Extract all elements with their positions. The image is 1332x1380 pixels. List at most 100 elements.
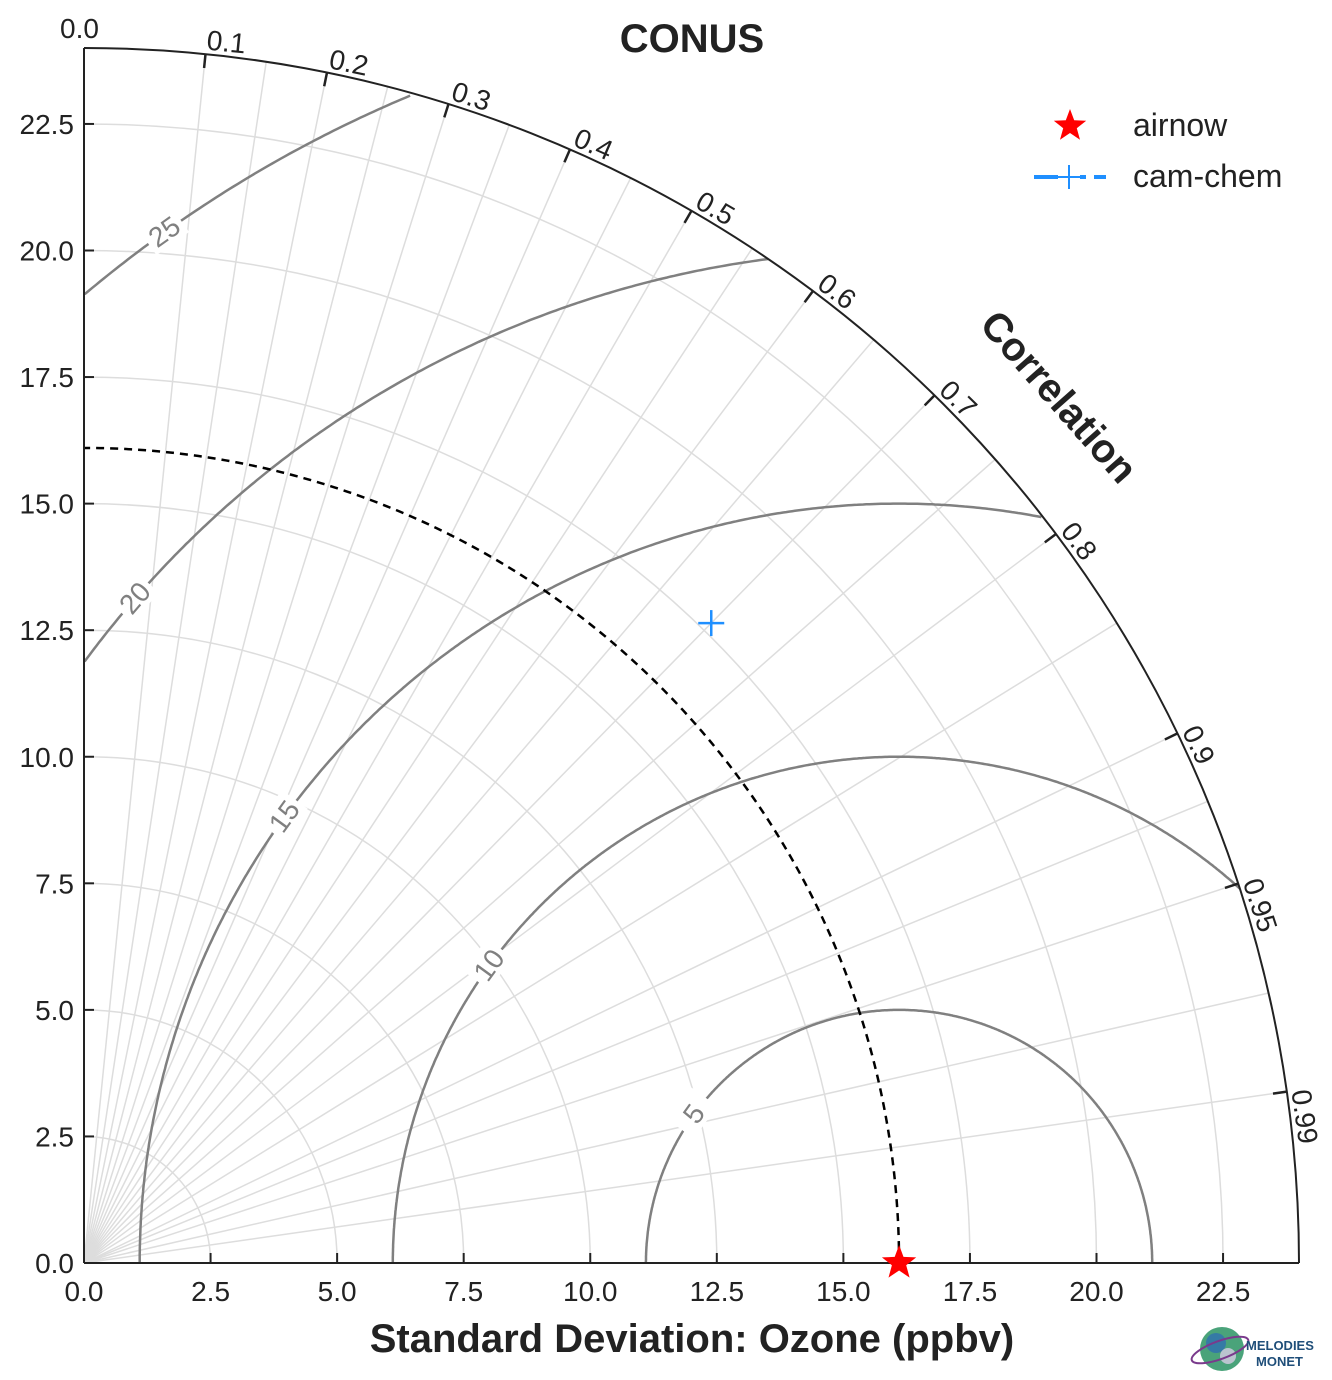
correlation-grid-line — [83, 54, 207, 1264]
correlation-tick-mark — [443, 103, 450, 118]
correlation-grid-line — [83, 103, 450, 1264]
y-tick-label: 10.0 — [20, 742, 75, 773]
rmsd-label-group: 5 — [667, 1087, 718, 1139]
rmsd-label: 25 — [143, 210, 186, 253]
marker-airnow — [881, 1245, 917, 1278]
correlation-tick-label: 0.4 — [569, 122, 617, 166]
x-tick-label: 15.0 — [816, 1276, 871, 1307]
outer-arc — [83, 47, 1300, 1264]
std-grid-arc — [83, 629, 718, 1264]
logo-text-melodies: MELODIES — [1246, 1338, 1314, 1353]
correlation-grid-line — [83, 61, 267, 1264]
correlation-grid-line — [83, 732, 1178, 1264]
rmsd-label-background — [137, 205, 190, 256]
rmsd-label-group: 15 — [258, 789, 308, 842]
y-tick-label: 0.0 — [35, 1248, 74, 1279]
correlation-tick-mark — [803, 290, 814, 303]
correlation-label-group: 0.1 — [205, 25, 247, 60]
correlation-grid-line — [83, 992, 1269, 1264]
correlation-tick-mark — [683, 210, 693, 224]
rmsd-contour — [138, 502, 1042, 1263]
std-grid-arc — [83, 502, 845, 1264]
correlation-tick-mark — [202, 53, 207, 69]
x-tick-label: 12.5 — [690, 1276, 745, 1307]
std-grid-arc — [83, 376, 971, 1264]
rmsd-label-group: 25 — [137, 205, 190, 256]
correlation-grid-line — [83, 622, 1118, 1264]
correlation-tick-label: 0.1 — [205, 25, 247, 60]
correlation-grid-line — [83, 800, 1209, 1264]
correlation-grid-line — [83, 290, 814, 1264]
correlation-label-group: 0.2 — [327, 44, 371, 82]
correlation-grid-line — [83, 247, 753, 1264]
correlation-grid-line — [83, 1090, 1287, 1264]
x-tick-label: 22.5 — [1196, 1276, 1251, 1307]
axis-ticks: 0.00.0 2.5 2.5 5.0 5.0 7.5 7.5 10.0 10.0 12.5 12.5… — [20, 109, 1251, 1307]
logo-text-monet: MONET — [1256, 1354, 1303, 1369]
std-grid-arc — [83, 882, 465, 1264]
correlation-tick-mark — [1044, 533, 1057, 544]
correlation-tick-mark — [322, 72, 329, 87]
correlation-tick-mark — [923, 394, 936, 407]
x-tick-label: 10.0 — [563, 1276, 618, 1307]
marker-cam-chem — [698, 610, 725, 637]
chart-title: CONUS — [620, 17, 764, 61]
correlation-grid-line — [83, 882, 1239, 1264]
x-tick-label: 0.0 — [65, 1276, 104, 1307]
correlation-tick-label: 0.0 — [60, 13, 99, 44]
correlation-tick-label: 0.95 — [1237, 874, 1283, 935]
correlation-label-group: 0.95 — [1237, 874, 1283, 935]
correlation-label-group: 0.5 — [691, 185, 740, 231]
x-tick-label: 7.5 — [444, 1276, 483, 1307]
correlation-grid-line — [83, 210, 693, 1264]
correlation-grid-line — [83, 124, 510, 1264]
correlation-label-group: 0.3 — [448, 76, 494, 117]
std-grid-arc — [83, 123, 1224, 1264]
y-tick-label: 12.5 — [20, 615, 75, 646]
correlation-label-group: 0.99 — [1285, 1087, 1323, 1145]
correlation-label-group: 0.8 — [1055, 516, 1103, 566]
std-grid-arc — [83, 1135, 212, 1264]
correlation-tick-label: 0.2 — [327, 44, 371, 82]
correlation-tick-label: 0.7 — [934, 374, 984, 423]
std-grid-arc — [83, 756, 591, 1264]
legend-label-airnow: airnow — [1133, 107, 1228, 143]
x-tick-label: 2.5 — [191, 1276, 230, 1307]
x-tick-label: 17.5 — [943, 1276, 998, 1307]
legend-marker-airnow — [1053, 109, 1087, 140]
correlation-label-group: 0.0 — [60, 13, 99, 44]
correlation-grid-line — [83, 339, 875, 1264]
correlation-grid-line — [83, 72, 328, 1264]
y-tick-label: 15.0 — [20, 489, 75, 520]
rmsd-contour — [83, 94, 411, 296]
rmsd-contour — [83, 257, 769, 663]
correlation-tick-label: 0.3 — [448, 76, 494, 117]
x-tick-label: 5.0 — [318, 1276, 357, 1307]
correlation-tick-mark — [1164, 732, 1179, 741]
legend-label-cam-chem: cam-chem — [1133, 158, 1282, 194]
reference-std-arc-path — [83, 446, 901, 1264]
legend: airnow cam-chem — [1034, 107, 1282, 194]
rmsd-label: 15 — [263, 795, 306, 838]
std-grid-arc — [83, 249, 1098, 1264]
correlation-tick-mark — [563, 148, 572, 163]
correlation-tick-mark — [1272, 1090, 1288, 1095]
y-tick-label: 5.0 — [35, 995, 74, 1026]
rmsd-contour — [644, 1008, 1154, 1263]
grid-layer — [83, 54, 1287, 1264]
correlation-tick-label: 0.8 — [1055, 516, 1103, 566]
data-markers — [698, 610, 917, 1278]
correlation-grid-line — [83, 458, 996, 1264]
y-tick-label: 20.0 — [20, 236, 75, 267]
y-tick-label: 2.5 — [35, 1121, 74, 1152]
correlation-tick-label: 0.5 — [691, 185, 740, 231]
x-tick-label: 20.0 — [1069, 1276, 1124, 1307]
y-tick-label: 17.5 — [20, 362, 75, 393]
reference-std-arc — [83, 446, 901, 1264]
y-tick-label: 7.5 — [35, 868, 74, 899]
correlation-label-group: 0.4 — [569, 122, 617, 166]
rmsd-label-background — [667, 1087, 718, 1139]
correlation-grid-line — [83, 533, 1057, 1264]
correlation-grid-line — [83, 149, 571, 1264]
